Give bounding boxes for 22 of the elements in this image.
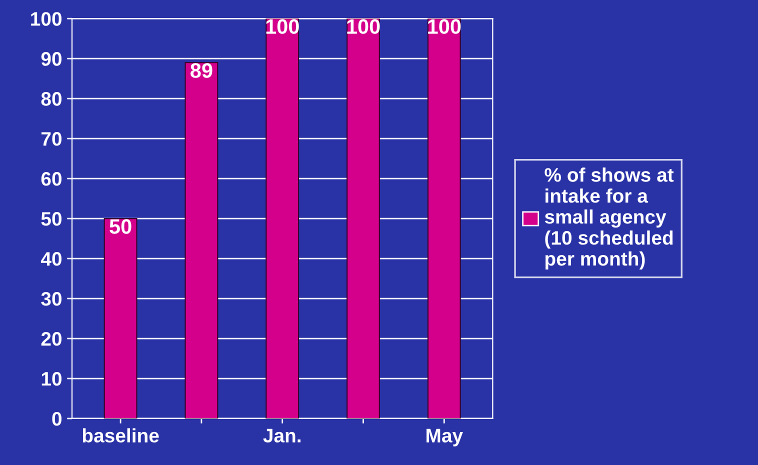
x-tick-label: May bbox=[426, 428, 463, 446]
y-tick-label: 40 bbox=[40, 252, 62, 266]
y-tick-label: 80 bbox=[41, 92, 62, 106]
bar bbox=[104, 218, 138, 418]
bar bbox=[346, 18, 380, 418]
y-tick-label: 10 bbox=[42, 372, 62, 386]
y-tick-label: 0 bbox=[52, 412, 62, 426]
y-tick-label: 20 bbox=[41, 332, 62, 346]
legend-label: % of shows at intake for a small agency (10 scheduled per month) bbox=[544, 168, 674, 270]
x-tick-label: Jan. bbox=[263, 428, 300, 443]
x-tick-label: baseline bbox=[82, 428, 159, 443]
y-tick-label: 70 bbox=[41, 132, 62, 146]
y-tick-label: 50 bbox=[41, 212, 62, 226]
y-tick-label: 60 bbox=[41, 172, 62, 186]
y-tick-label: 90 bbox=[41, 52, 62, 66]
bar bbox=[184, 62, 218, 418]
bar bbox=[266, 18, 300, 418]
data-label: 50 bbox=[110, 219, 132, 234]
bar bbox=[427, 18, 461, 418]
data-label: 89 bbox=[190, 63, 212, 78]
y-tick-label: 30 bbox=[41, 292, 62, 306]
y-tick-label: 100 bbox=[31, 12, 62, 26]
